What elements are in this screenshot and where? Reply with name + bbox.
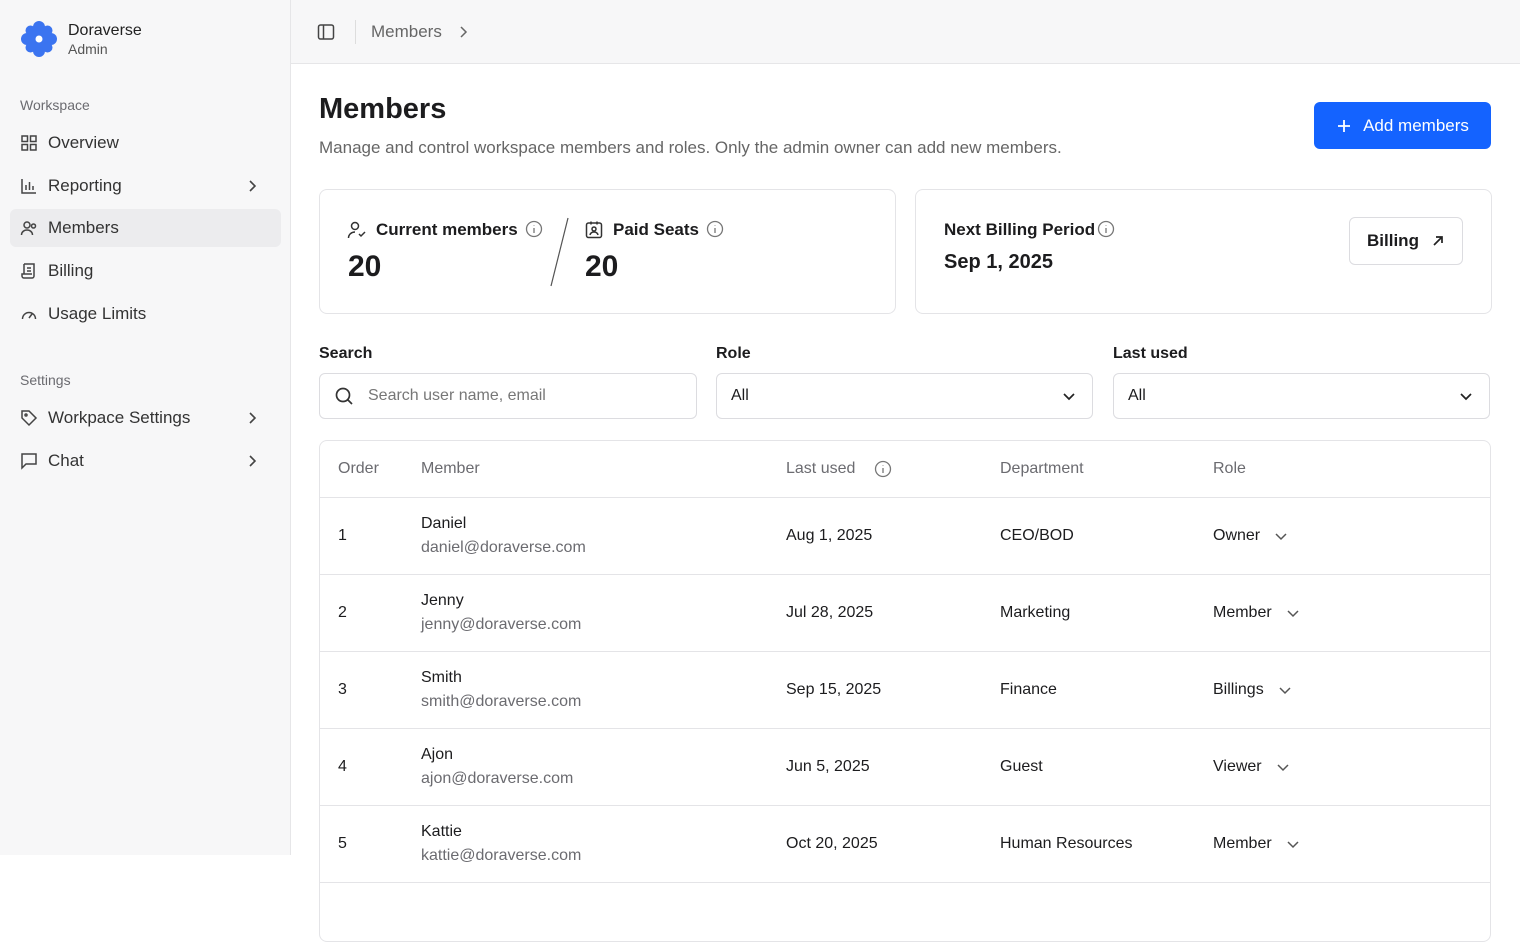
- table-row: 5 Kattie kattie@doraverse.com Oct 20, 2025 H…: [320, 806, 1490, 883]
- select-value: All: [1128, 387, 1146, 404]
- members-table: Order Member Last used Department Role 1 Danie…: [319, 440, 1491, 942]
- member-email: daniel@doraverse.com: [421, 539, 586, 556]
- last-used: Jun 5, 2025: [786, 758, 870, 775]
- nav-label: Chat: [48, 451, 84, 470]
- column-header: Last used: [786, 460, 856, 477]
- role: Viewer: [1213, 758, 1262, 775]
- member-name: Smith: [421, 669, 462, 686]
- search-input[interactable]: Search user name, email: [319, 373, 697, 419]
- member-email: smith@doraverse.com: [421, 693, 582, 710]
- filter-label: Search: [319, 345, 373, 362]
- order: 3: [338, 681, 347, 698]
- member-email: ajon@doraverse.com: [421, 770, 574, 787]
- stat-label: Next Billing Period: [944, 220, 1096, 239]
- button-label: Billing: [1367, 231, 1419, 250]
- column-header: Order: [338, 460, 379, 477]
- chevron: [1287, 841, 1299, 849]
- nav-item[interactable]: Workpace Settings: [10, 399, 281, 437]
- filter-label: Role: [716, 345, 751, 362]
- role-select[interactable]: Viewer: [1213, 758, 1290, 776]
- table-row: 3 Smith smith@doraverse.com Sep 15, 2025 Fin…: [320, 652, 1490, 729]
- add-members-button[interactable]: Add members: [1314, 102, 1491, 149]
- stat-label: Current members: [376, 220, 518, 239]
- nav-label: Billing: [48, 261, 94, 280]
- chevron: [1279, 687, 1291, 695]
- nav-item[interactable]: Chat: [10, 442, 281, 480]
- last-used: Sep 15, 2025: [786, 681, 882, 698]
- column-header: Role: [1213, 460, 1246, 477]
- department: Human Resources: [1000, 835, 1133, 852]
- table-row: 4 Ajon ajon@doraverse.com Jun 5, 2025 Guest V…: [320, 729, 1490, 806]
- filter-label: Last used: [1113, 345, 1188, 362]
- role: Member: [1213, 604, 1272, 621]
- role: Member: [1213, 835, 1272, 852]
- placeholder: Search user name, email: [368, 387, 546, 404]
- column-header: Member: [421, 460, 480, 477]
- select-value: All: [731, 387, 749, 404]
- stat-value: 20: [585, 250, 619, 283]
- brand-name: Doraverse: [68, 22, 142, 39]
- last-used: Oct 20, 2025: [786, 835, 878, 852]
- nav-label: Reporting: [48, 176, 122, 195]
- section-title: Settings: [20, 372, 71, 388]
- column-header: Department: [1000, 460, 1084, 477]
- order: 4: [338, 758, 347, 775]
- role: Billings: [1213, 681, 1264, 698]
- nav-item[interactable]: Overview: [10, 124, 281, 162]
- sidebar-toggle[interactable]: [317, 23, 335, 41]
- billing-card: Next Billing Period Sep 1, 2025 Billing: [915, 189, 1492, 314]
- billing-date: Sep 1, 2025: [944, 251, 1053, 273]
- role-select[interactable]: Member: [1213, 835, 1300, 853]
- nav-label: Members: [48, 218, 119, 237]
- last-used-select[interactable]: All: [1113, 373, 1490, 419]
- order: 2: [338, 604, 347, 621]
- member-email: jenny@doraverse.com: [421, 616, 582, 633]
- billing-button[interactable]: Billing: [1349, 217, 1463, 265]
- page-description: Manage and control workspace members and…: [319, 138, 1062, 157]
- order: 1: [338, 527, 347, 544]
- member-name: Ajon: [421, 746, 454, 763]
- department: CEO/BOD: [1000, 527, 1074, 544]
- nav-label: Workpace Settings: [48, 408, 191, 427]
- member-name: Kattie: [421, 823, 462, 840]
- nav-label: Overview: [48, 133, 119, 152]
- nav-item[interactable]: Members: [10, 209, 281, 247]
- chevron: [1287, 610, 1299, 618]
- nav-label: Usage Limits: [48, 304, 147, 323]
- role-select[interactable]: All: [716, 373, 1093, 419]
- member-name: Daniel: [421, 515, 467, 532]
- member-email: kattie@doraverse.com: [421, 847, 582, 864]
- brand-subtitle: Admin: [68, 41, 108, 57]
- last-used: Jul 28, 2025: [786, 604, 874, 621]
- role: Owner: [1213, 527, 1261, 544]
- stat-value: 20: [348, 250, 382, 283]
- table-row: 1 Daniel daniel@doraverse.com Aug 1, 2025 CE…: [320, 498, 1490, 575]
- breadcrumb[interactable]: Members: [371, 22, 442, 41]
- department: Marketing: [1000, 604, 1071, 621]
- department: Finance: [1000, 681, 1057, 698]
- member-name: Jenny: [421, 592, 464, 609]
- nav-item[interactable]: Usage Limits: [10, 295, 281, 333]
- stat-label: Paid Seats: [613, 220, 699, 239]
- department: Guest: [1000, 758, 1043, 775]
- chevron: [1277, 764, 1289, 772]
- sidebar: Doraverse Admin Workspace Overview Repor…: [0, 0, 291, 855]
- page-title: Members: [319, 93, 447, 125]
- role-select[interactable]: Member: [1213, 604, 1300, 622]
- nav-item[interactable]: Billing: [10, 252, 281, 290]
- section-title: Workspace: [20, 97, 90, 113]
- logo: [21, 21, 57, 57]
- table-row: 2 Jenny jenny@doraverse.com Jul 28, 2025 Mar…: [320, 575, 1490, 652]
- button-label: Add members: [1363, 115, 1469, 135]
- topbar: Members: [291, 0, 1520, 64]
- last-used: Aug 1, 2025: [786, 527, 873, 544]
- order: 5: [338, 835, 347, 852]
- role-select[interactable]: Billings: [1213, 681, 1292, 699]
- chevron: [1275, 533, 1287, 541]
- members-card: Current members 20 Paid Seats 20: [319, 189, 896, 314]
- role-select[interactable]: Owner: [1213, 527, 1288, 545]
- nav-item[interactable]: Reporting: [10, 167, 281, 205]
